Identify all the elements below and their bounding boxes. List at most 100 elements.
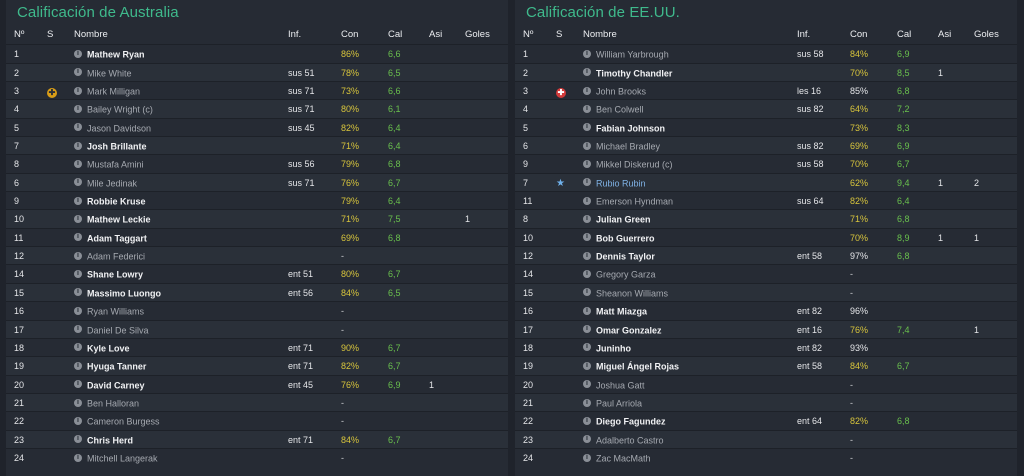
table-row[interactable]: 12 i Dennis Taylor ent 58 97% 6,8 [515, 246, 1017, 266]
info-icon[interactable]: i [583, 435, 591, 444]
table-row[interactable]: 19 i Hyuga Tanner ent 71 82% 6,7 [6, 356, 508, 376]
info-icon[interactable]: i [74, 361, 82, 370]
player-name-cell[interactable]: i Zac MacMath [583, 449, 783, 468]
player-name[interactable]: Mathew Ryan [87, 49, 145, 60]
player-name-cell[interactable]: i Timothy Chandler [583, 64, 783, 83]
info-icon[interactable]: i [583, 306, 591, 315]
player-name-cell[interactable]: i Robbie Kruse [74, 192, 274, 211]
player-name-cell[interactable]: i Sheanon Williams [583, 284, 783, 303]
player-name[interactable]: Juninho [596, 343, 631, 354]
col-header-assists[interactable]: Asi [429, 29, 443, 40]
info-icon[interactable]: i [74, 270, 82, 279]
info-icon[interactable]: i [74, 343, 82, 352]
table-row[interactable]: 12 i Adam Federici - [6, 246, 508, 265]
player-name-cell[interactable]: i Mark Milligan [74, 82, 274, 101]
player-name[interactable]: Kyle Love [87, 343, 130, 354]
table-row[interactable]: 9 i Mikkel Diskerud (c) sus 58 70% 6,7 [515, 154, 1017, 172]
player-name-cell[interactable]: i Hyuga Tanner [74, 357, 274, 376]
table-row[interactable]: 5 i Jason Davidson sus 45 82% 6,4 [6, 117, 508, 136]
info-icon[interactable]: i [74, 196, 82, 205]
info-icon[interactable]: i [74, 233, 82, 242]
col-header-rating[interactable]: Cal [897, 29, 912, 40]
info-icon[interactable]: i [583, 233, 591, 242]
info-icon[interactable]: i [74, 306, 82, 315]
player-name[interactable]: Dennis Taylor [596, 251, 655, 262]
table-row[interactable]: 15 i Sheanon Williams - [515, 282, 1017, 303]
player-name[interactable]: Zac MacMath [596, 453, 651, 464]
player-name[interactable]: Robbie Kruse [87, 196, 146, 207]
player-name[interactable]: Diego Fagundez [596, 416, 666, 427]
table-row[interactable]: 3 ✚ i John Brooks les 16 85% 6,8 [515, 81, 1017, 99]
col-header-number[interactable]: Nº [14, 29, 25, 40]
player-name-cell[interactable]: i Chris Herd [74, 431, 274, 450]
player-name[interactable]: Cameron Burgess [87, 416, 160, 427]
col-header-rating[interactable]: Cal [388, 29, 403, 40]
info-icon[interactable]: i [583, 361, 591, 370]
player-name-cell[interactable]: i Mile Jedinak [74, 174, 274, 193]
player-name-cell[interactable]: i Kyle Love [74, 339, 274, 358]
player-name[interactable]: Hyuga Tanner [87, 361, 147, 372]
player-name[interactable]: Michael Bradley [596, 141, 661, 152]
player-name[interactable]: Shane Lowry [87, 269, 144, 280]
info-icon[interactable]: i [583, 105, 591, 113]
table-row[interactable]: 17 i Omar Gonzalez ent 16 76% 7,4 1 [515, 319, 1017, 340]
col-header-name[interactable]: Nombre [583, 29, 617, 40]
info-icon[interactable]: i [74, 160, 82, 169]
player-name-cell[interactable]: i Cameron Burgess [74, 412, 274, 431]
player-name-cell[interactable]: i Gregory Garza [583, 265, 783, 284]
table-row[interactable]: 19 i Miguel Ángel Rojas ent 58 84% 6,7 [515, 356, 1017, 376]
info-icon[interactable]: i [583, 398, 591, 407]
player-name-cell[interactable]: i Fabian Johnson [583, 119, 783, 138]
table-row[interactable]: 20 i Joshua Gatt - [515, 374, 1017, 393]
table-row[interactable]: 21 i Paul Arriola - [515, 392, 1017, 412]
player-name[interactable]: Ben Colwell [596, 104, 644, 115]
player-name-cell[interactable]: i Adam Taggart [74, 229, 274, 248]
col-header-assists[interactable]: Asi [938, 29, 952, 40]
player-name-cell[interactable]: i Julian Green [583, 210, 783, 229]
player-name[interactable]: Jason Davidson [87, 123, 152, 134]
player-name-cell[interactable]: i Michael Bradley [583, 137, 783, 156]
player-name[interactable]: Emerson Hyndman [596, 196, 674, 207]
player-name-cell[interactable]: i Diego Fagundez [583, 412, 783, 431]
table-row[interactable]: 11 i Adam Taggart 69% 6,8 [6, 227, 508, 248]
info-icon[interactable]: i [583, 251, 591, 260]
player-name[interactable]: Bob Guerrero [596, 233, 655, 244]
info-icon[interactable]: i [583, 325, 591, 334]
col-header-goals[interactable]: Goles [974, 29, 999, 40]
player-name-cell[interactable]: i Ben Halloran [74, 394, 274, 413]
table-row[interactable]: 16 i Ryan Williams - [6, 301, 508, 319]
player-name-cell[interactable]: i Mathew Leckie [74, 210, 274, 229]
player-name[interactable]: Mike White [87, 68, 132, 79]
col-header-number[interactable]: Nº [523, 29, 534, 40]
info-icon[interactable]: i [583, 141, 591, 150]
player-name-cell[interactable]: i Dennis Taylor [583, 247, 783, 266]
table-row[interactable]: 18 i Kyle Love ent 71 90% 6,7 [6, 337, 508, 358]
col-header-status[interactable]: S [556, 29, 563, 40]
table-row[interactable]: 16 i Matt Miazga ent 82 96% [515, 301, 1017, 319]
info-icon[interactable]: i [583, 453, 591, 462]
info-icon[interactable]: i [74, 123, 82, 132]
table-row[interactable]: 21 i Ben Halloran - [6, 392, 508, 413]
player-name-cell[interactable]: i Omar Gonzalez [583, 321, 783, 340]
player-name-cell[interactable]: i Ryan Williams [74, 302, 274, 321]
player-name-cell[interactable]: i David Carney [74, 376, 274, 395]
info-icon[interactable]: i [583, 178, 591, 187]
info-icon[interactable]: i [74, 325, 82, 334]
player-name-cell[interactable]: i William Yarbrough [583, 45, 783, 64]
player-name[interactable]: Miguel Ángel Rojas [596, 361, 680, 372]
player-name[interactable]: Mathew Leckie [87, 214, 151, 225]
star-icon[interactable]: ★ [556, 177, 565, 189]
player-name[interactable]: Adam Taggart [87, 233, 147, 244]
info-icon[interactable]: i [74, 453, 82, 462]
info-icon[interactable]: i [583, 86, 591, 95]
player-name-cell[interactable]: i Matt Miazga [583, 302, 783, 321]
player-name[interactable]: Mustafa Amini [87, 159, 144, 170]
player-name[interactable]: Rubio Rubin [596, 178, 646, 189]
col-header-info[interactable]: Inf. [797, 29, 811, 40]
player-name-cell[interactable]: i Miguel Ángel Rojas [583, 357, 783, 376]
player-name-cell[interactable]: i Mitchell Langerak [74, 449, 274, 468]
player-name[interactable]: Ryan Williams [87, 306, 145, 317]
info-icon[interactable]: i [74, 398, 82, 407]
player-name-cell[interactable]: i Mike White [74, 64, 274, 83]
player-name[interactable]: Ben Halloran [87, 398, 140, 409]
